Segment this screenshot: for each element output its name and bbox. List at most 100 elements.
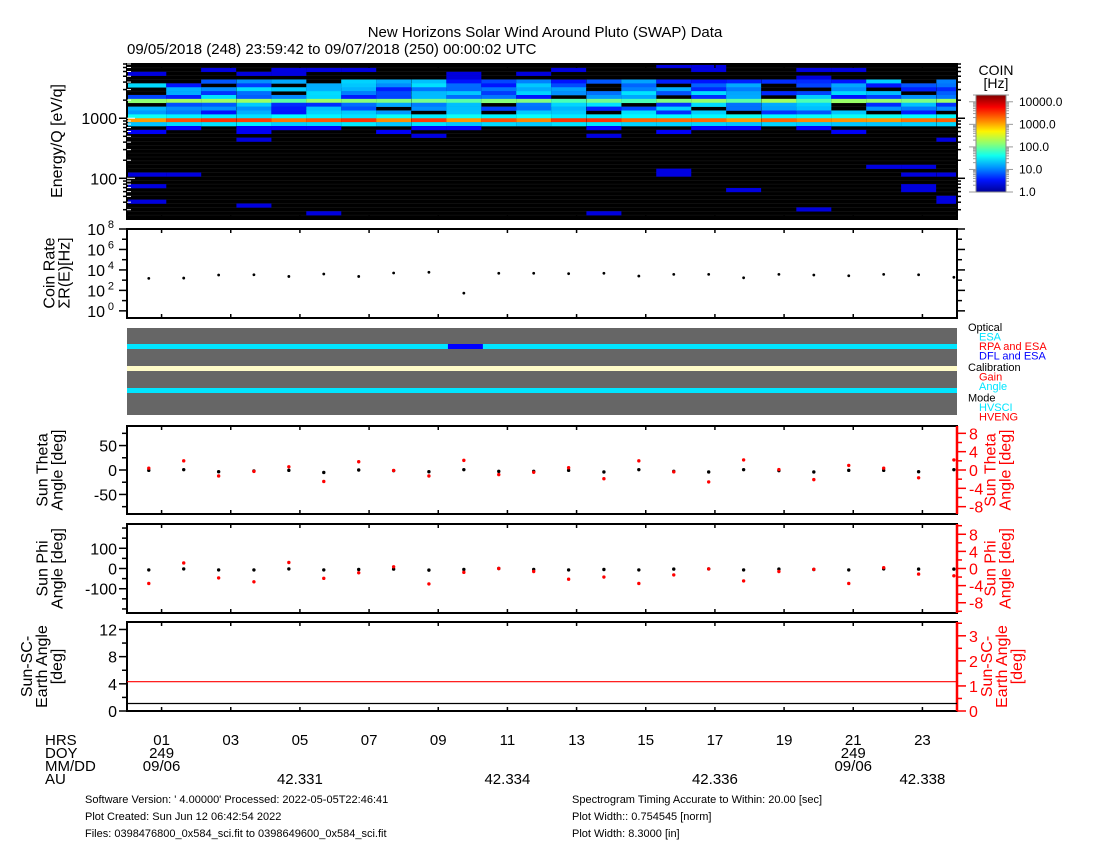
sun-phi-point-black [462, 567, 466, 572]
hour-label: 23 [914, 732, 931, 749]
spectrogram-cell [726, 114, 762, 119]
au-label: 42.334 [484, 771, 530, 788]
y-tick-label: 10 [87, 304, 105, 321]
spectrogram-cell [411, 87, 447, 92]
spectrogram-cell [691, 98, 727, 104]
y-axis-label: Sun-SC- [19, 636, 36, 697]
au-label: 42.331 [277, 771, 323, 788]
spectrogram-cell [586, 79, 622, 84]
spectrogram-cell [656, 91, 692, 96]
sun-phi-point-red [881, 565, 886, 570]
y-tick-label: 10 [87, 283, 105, 300]
spectrogram-cell [936, 102, 957, 107]
spectrogram-cell [901, 188, 937, 193]
doy-label: 249 [149, 745, 174, 762]
sun-phi-point-black [427, 568, 431, 572]
colorbar-title: COIN [979, 62, 1014, 78]
spectrogram-cell [796, 207, 832, 212]
y-tick-label: 100 [90, 541, 117, 558]
spectrogram-cell [516, 118, 552, 123]
sun-theta-point-red [322, 479, 326, 484]
spectrogram-cell [236, 91, 272, 96]
plot-title: New Horizons Solar Wind Around Pluto (SW… [368, 24, 723, 41]
spectrogram-cell [831, 67, 867, 73]
sun-theta-point-red [812, 477, 816, 482]
spectrogram-cell [201, 91, 237, 96]
spectrogram-cell [656, 129, 692, 135]
spectrogram-cell [411, 133, 447, 138]
spectrogram-cell [936, 114, 957, 119]
spectrogram-cell [831, 98, 867, 104]
spectrogram-cell [656, 87, 692, 92]
spectrogram-cell [831, 87, 867, 92]
sun-theta-point-red [252, 469, 256, 474]
sun-phi-point-red [147, 581, 151, 586]
hour-label: 09 [430, 732, 447, 749]
spectrogram-cell [936, 95, 957, 100]
spectrogram-cell [656, 79, 692, 84]
sun-phi-point-red [216, 576, 221, 580]
spectrogram-cell [936, 106, 957, 111]
spectrogram-cell [831, 122, 867, 127]
spectrogram-cell [446, 79, 482, 84]
spectrogram-cell [271, 67, 307, 73]
spectrogram-cell [691, 122, 727, 127]
spectrogram-cell [341, 91, 377, 96]
coin-rate-point [847, 274, 851, 278]
spectrogram-cell [236, 83, 272, 88]
spectrogram-cell [866, 95, 902, 100]
spectrogram-cell [127, 184, 167, 189]
spectrogram-cell [691, 67, 727, 73]
y2-tick-label: 8 [969, 527, 978, 544]
spectrogram-cell [586, 126, 622, 131]
spectrogram-cell [831, 91, 867, 96]
status-band-optical [127, 344, 957, 349]
spectrogram-cell [866, 106, 902, 111]
spectrogram-cell [411, 114, 447, 119]
spectrogram-cell [201, 114, 237, 119]
legend-item: HVENG [979, 412, 1018, 424]
spectrogram-cell [761, 110, 797, 115]
spectrogram-cell [341, 83, 377, 88]
spectrogram-cell [831, 114, 867, 119]
legend-item: Angle [979, 381, 1007, 393]
spectrogram-cell [481, 122, 517, 127]
spectrogram-cell [411, 106, 447, 111]
spectrogram-cell [691, 95, 727, 100]
spectrogram-cell [446, 75, 482, 80]
y2-tick-label: 4 [969, 544, 978, 561]
spectrogram-cell [866, 114, 902, 119]
spectrogram-cell [271, 126, 307, 131]
sun-theta-point-red [462, 458, 466, 463]
y-axis-label: Earth Angle [34, 625, 51, 708]
spectrogram-cell [376, 91, 412, 96]
spectrogram-cell [656, 114, 692, 119]
spectrogram-cell [236, 114, 272, 119]
sun-theta-point-red [741, 458, 746, 462]
sun-theta-point-red [357, 460, 361, 464]
spectrogram-cell [901, 87, 937, 92]
sun-phi-point-red [741, 579, 746, 583]
spectrogram-cell [236, 87, 272, 92]
spectrogram-cell [796, 122, 832, 127]
spectrogram-cell [481, 79, 517, 84]
spectrogram-cell [796, 75, 832, 80]
spectrogram-cell [376, 98, 412, 104]
spectrogram-cell [901, 106, 937, 111]
spectrogram-cell [166, 114, 202, 119]
spectrogram-cell [446, 114, 482, 119]
spectrogram-cell [656, 106, 692, 111]
hour-label: 19 [776, 732, 793, 749]
coin-rate-point [532, 271, 536, 275]
status-background [127, 328, 957, 415]
sun-theta-point-black [916, 470, 921, 474]
spectrogram-cell [656, 110, 692, 115]
spectrogram-cell [866, 91, 902, 96]
footer-left-line: Software Version: ' 4.00000' Processed: … [85, 794, 388, 806]
spectrogram-cell [586, 114, 622, 119]
spectrogram-cell [166, 102, 202, 107]
y2-tick-label: 0 [969, 463, 978, 480]
coin-rate-point [497, 271, 501, 275]
spectrogram-cell [481, 118, 517, 123]
